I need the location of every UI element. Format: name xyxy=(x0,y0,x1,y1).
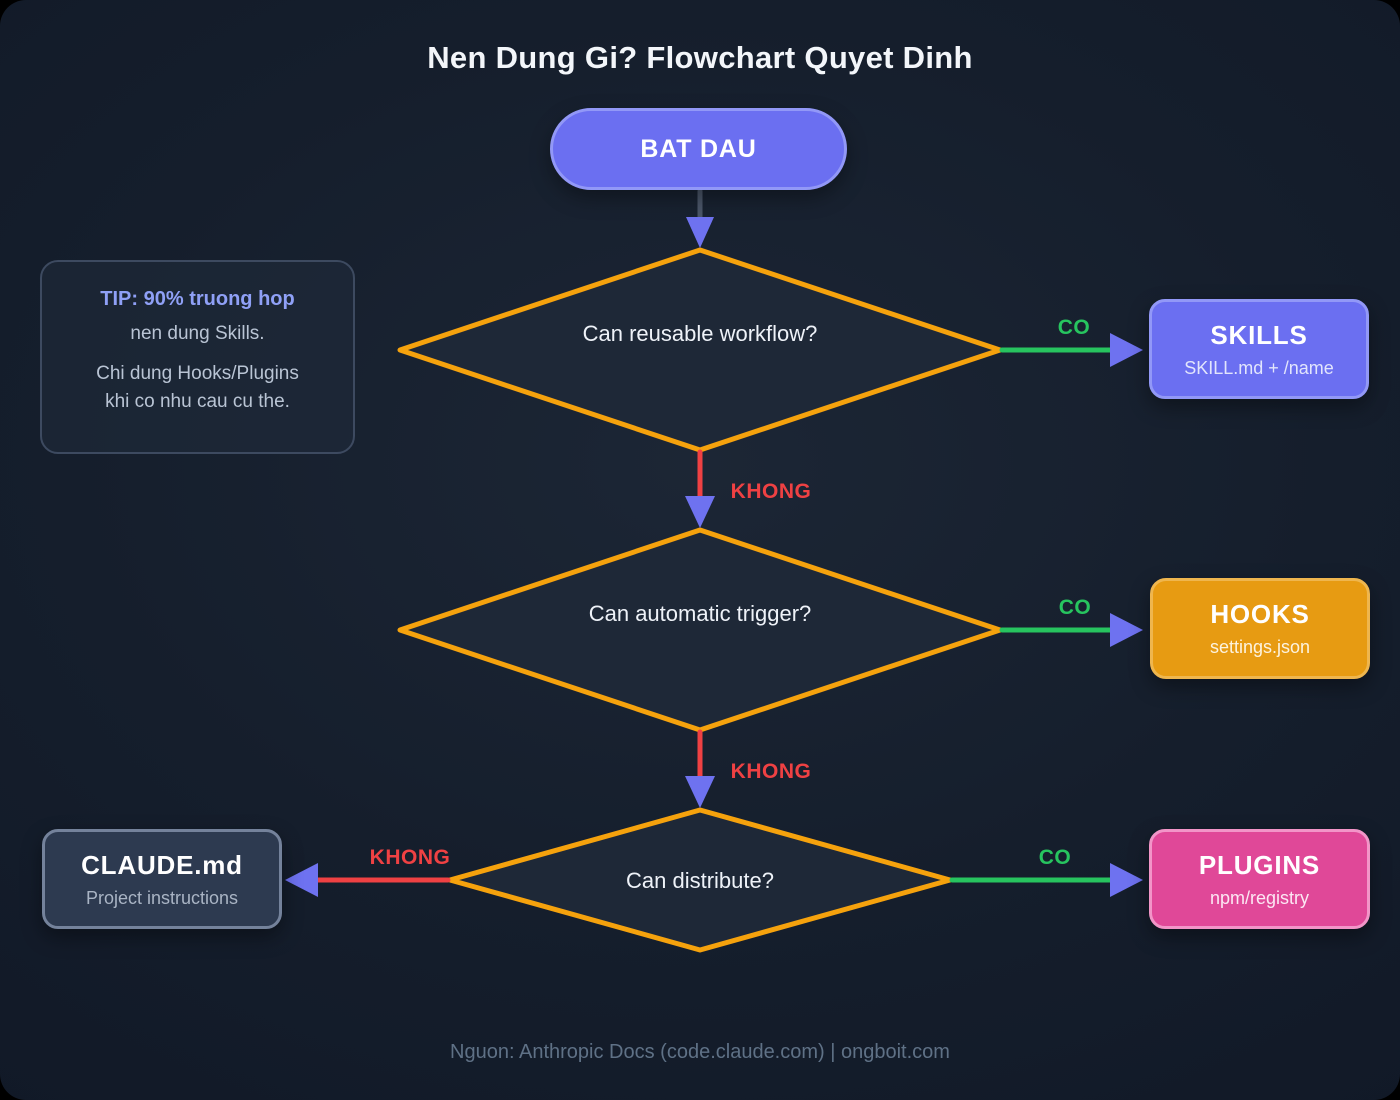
edge-q3-no-arrowhead-icon xyxy=(285,863,318,897)
result-hooks: HOOKS settings.json xyxy=(1150,578,1370,679)
decision-2-diamond xyxy=(397,527,1003,733)
start-node: BAT DAU xyxy=(550,108,847,190)
result-skills-subtitle: SKILL.md + /name xyxy=(1184,357,1334,378)
tip-line: Chi dung Hooks/Plugins xyxy=(96,363,299,384)
decision-3-diamond xyxy=(447,807,953,953)
result-claude-md-subtitle: Project instructions xyxy=(85,887,239,908)
edge-q2-no-arrowhead-icon xyxy=(685,776,715,808)
tip-line: khi co nhu cau cu the. xyxy=(105,391,290,412)
edge-q2-no-label: KHONG xyxy=(730,760,812,783)
edge-q2-yes-arrowhead-icon xyxy=(1110,613,1143,647)
edge-q3-yes-label: CO xyxy=(1038,846,1072,869)
result-hooks-subtitle: settings.json xyxy=(1209,637,1311,657)
decision-3-question: Can distribute? xyxy=(626,868,774,893)
result-claude-md: CLAUDE.md Project instructions xyxy=(42,829,282,929)
start-node-label: BAT DAU xyxy=(640,134,757,163)
edge-q1-yes-label: CO xyxy=(1057,316,1091,339)
edge-q1-yes-arrowhead-icon xyxy=(1110,333,1143,367)
result-plugins-title: PLUGINS xyxy=(1198,849,1321,880)
decision-1-diamond xyxy=(397,247,1003,453)
result-plugins: PLUGINS npm/registry xyxy=(1149,829,1370,929)
edge-q2-yes-label: CO xyxy=(1058,596,1092,619)
result-hooks-title: HOOKS xyxy=(1210,599,1310,629)
edge-q3-no-label: KHONG xyxy=(369,846,451,869)
footer-source-text: Nguon: Anthropic Docs (code.claude.com) … xyxy=(450,1041,950,1063)
edge-q1-no-arrowhead-icon xyxy=(685,496,715,528)
result-plugins-subtitle: npm/registry xyxy=(1209,887,1310,908)
result-skills-title: SKILLS xyxy=(1210,319,1308,350)
tip-line: nen dung Skills. xyxy=(130,323,265,344)
decision-2-question: Can automatic trigger? xyxy=(588,601,812,626)
decision-1-question: Can reusable workflow? xyxy=(582,321,818,346)
edge-q1-no-label: KHONG xyxy=(730,480,812,503)
result-claude-md-title: CLAUDE.md xyxy=(81,849,243,880)
tip-box: TIP: 90% truong hop nen dung Skills. Chi… xyxy=(40,260,355,454)
result-skills: SKILLS SKILL.md + /name xyxy=(1149,299,1369,399)
page-title: Nen Dung Gi? Flowchart Quyet Dinh xyxy=(427,40,973,75)
edge-q3-yes-arrowhead-icon xyxy=(1110,863,1143,897)
tip-heading: TIP: 90% truong hop xyxy=(100,288,295,310)
edge-start-to-q1-arrowhead-icon xyxy=(686,217,714,248)
